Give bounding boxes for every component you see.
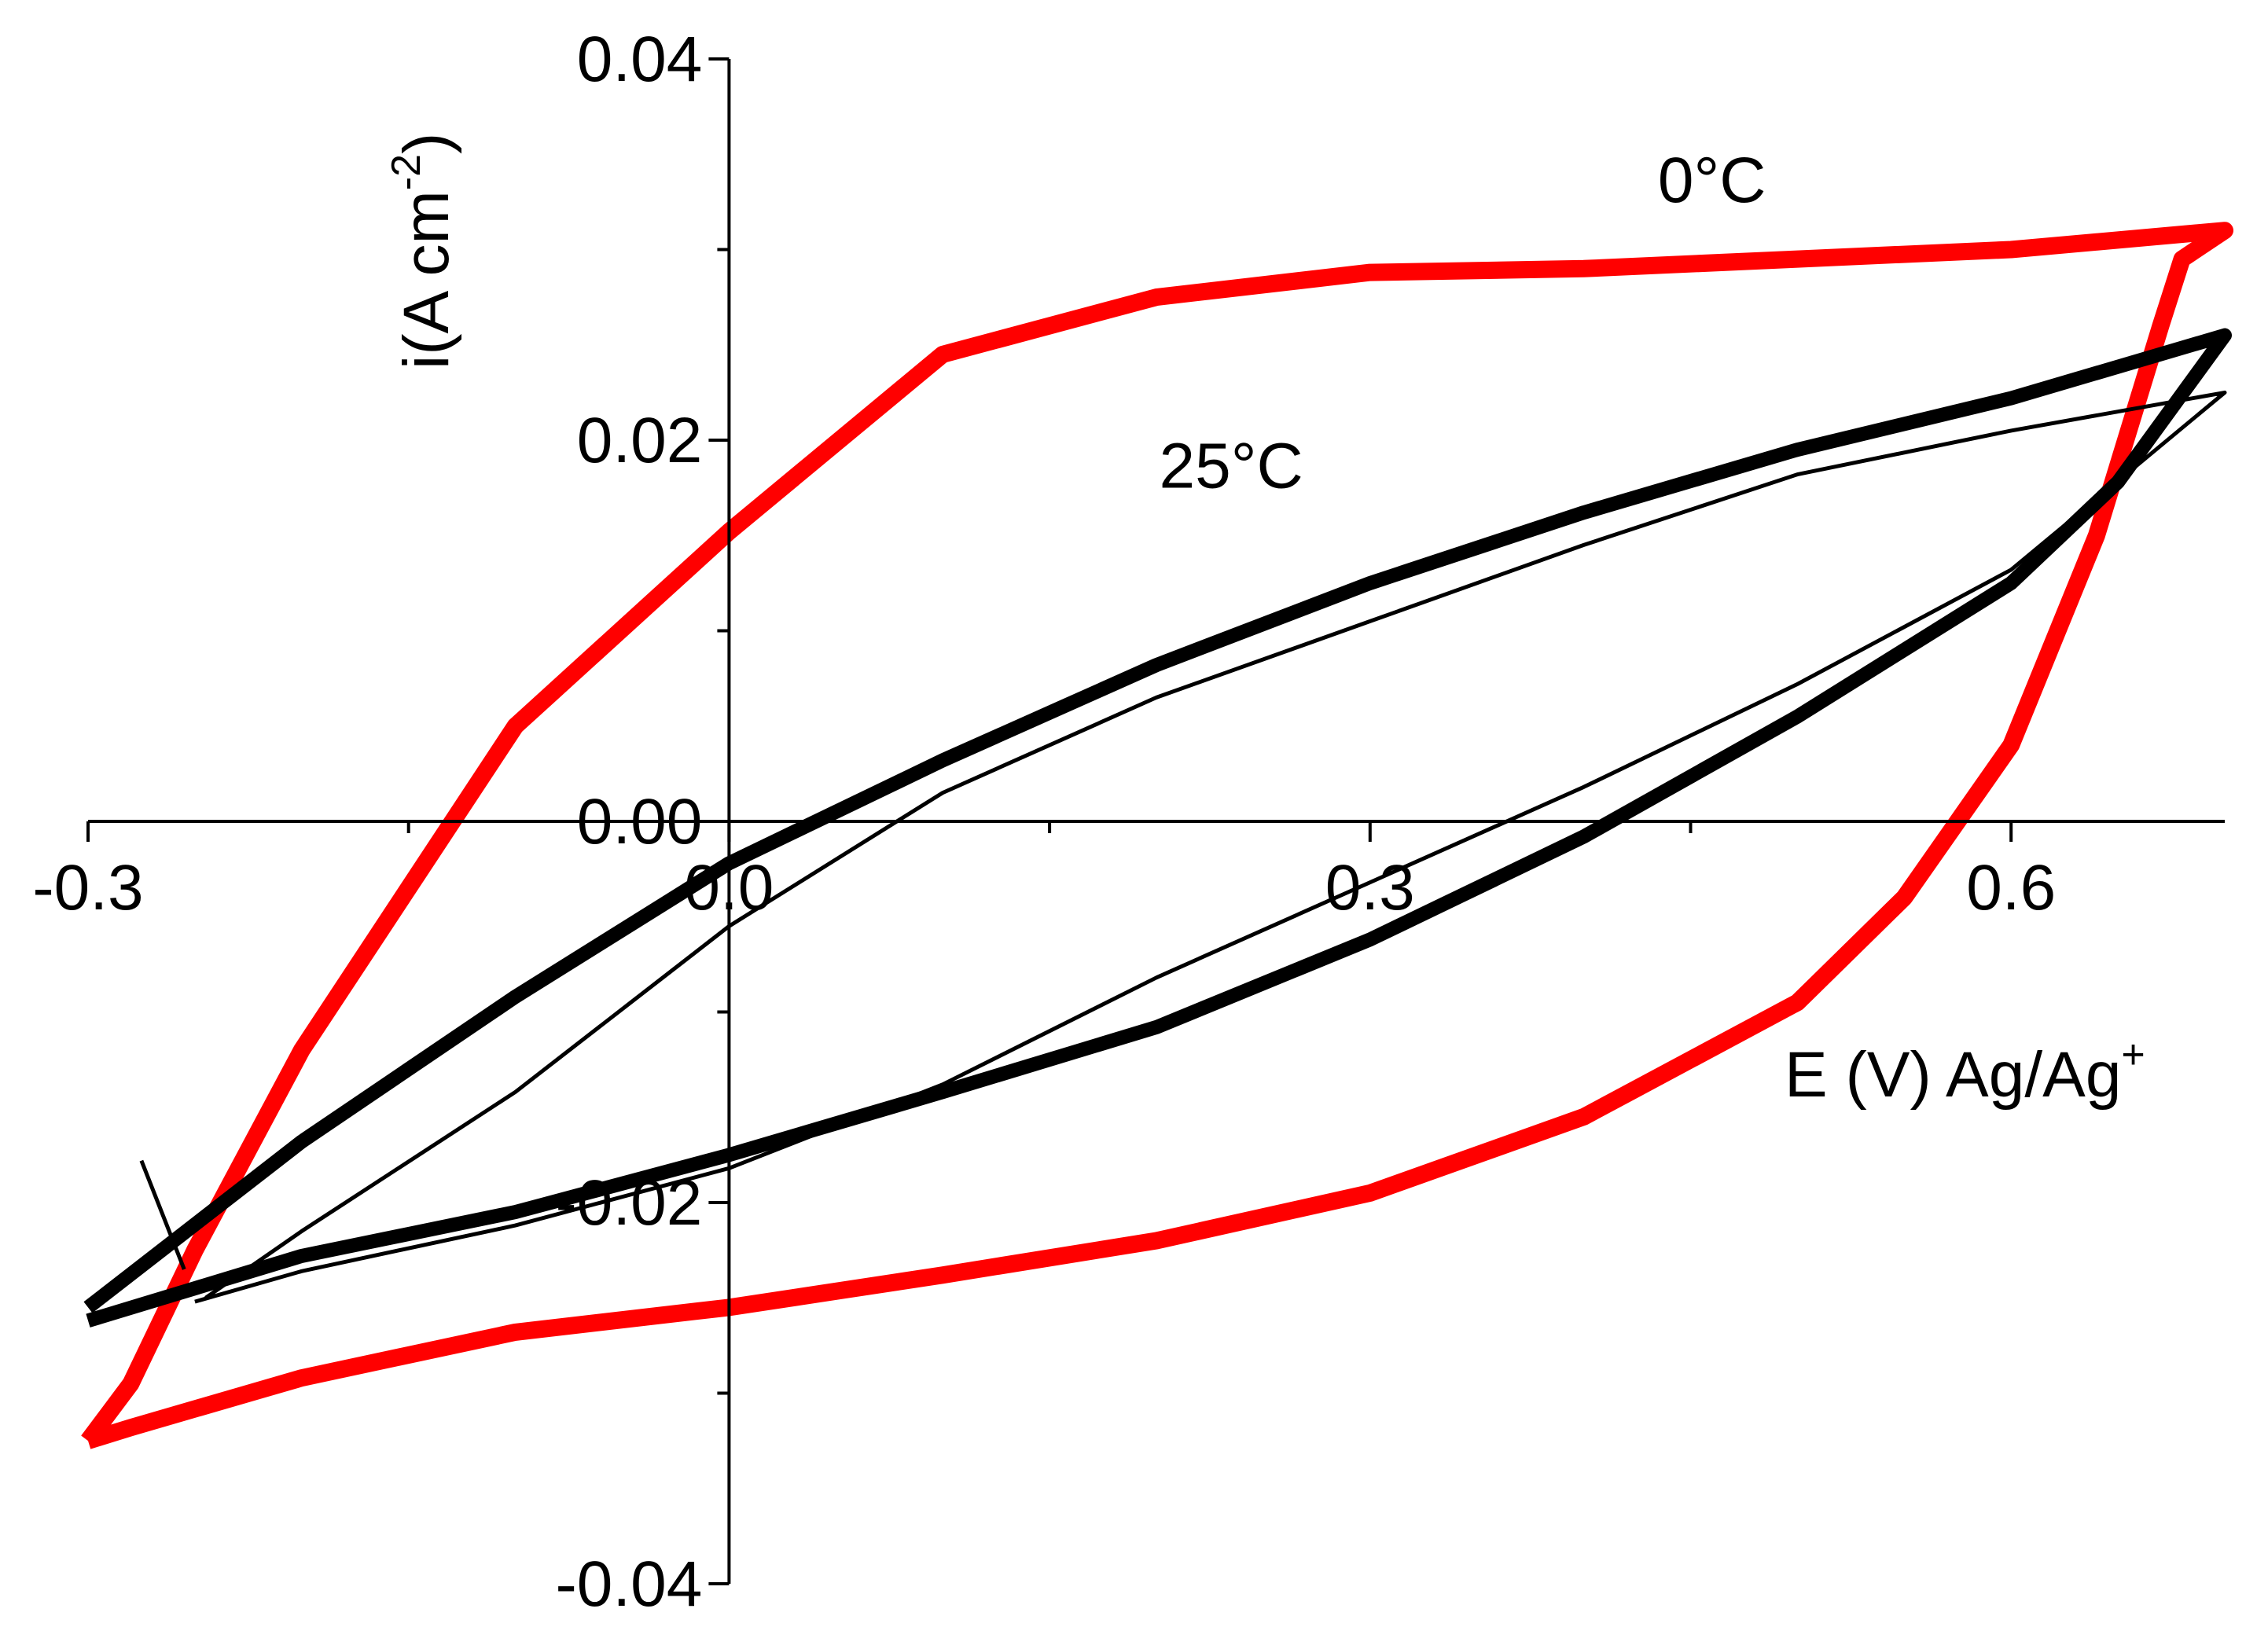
x-tick-label: 0.6 [1966,852,2056,924]
series-curve-4 [139,1159,186,1270]
y-axis-title-text: i(A cm [391,190,462,369]
y-tick-label: 0.04 [577,24,703,95]
y-axis-title-close: ) [391,133,462,154]
tick-layer: -0.3 0.0 0.3 0.6 -0.04 -0.02 0.00 0.02 0.04 [32,24,2056,1620]
x-tick-label: 0.3 [1325,852,1415,924]
y-axis-title-superscript: -2 [384,154,429,190]
x-tick-label: -0.3 [32,852,143,924]
x-axis-title-superscript: + [2121,1032,2145,1078]
curve-annotation: 0°C [1658,145,1766,216]
annotation-layer: 0°C 25°C [1160,145,1766,502]
y-tick-label: 0.02 [577,405,703,476]
series-curve-3 [194,390,2227,1304]
y-tick-label: -0.04 [555,1548,702,1620]
series-curve-1 [81,222,2233,1449]
label-layer: E (V) Ag/Ag+ i(A cm-2) [384,133,2145,1111]
y-axis-title: i(A cm-2) [384,133,462,369]
curve-annotation: 25°C [1160,431,1303,502]
x-axis-title-text: E (V) Ag/Ag [1785,1039,2121,1111]
x-tick-label: 0.0 [684,852,774,924]
x-axis-title: E (V) Ag/Ag+ [1785,1032,2145,1111]
curve-layer [81,222,2233,1449]
y-tick-label: -0.02 [555,1167,702,1239]
y-tick-label: 0.00 [577,786,703,858]
